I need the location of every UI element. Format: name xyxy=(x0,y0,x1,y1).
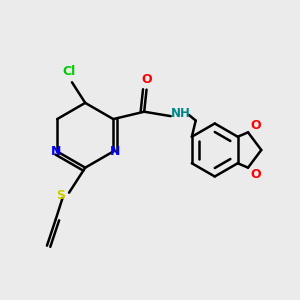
Text: O: O xyxy=(141,73,152,86)
Text: Cl: Cl xyxy=(62,65,76,79)
Text: O: O xyxy=(250,119,261,132)
Text: N: N xyxy=(110,145,120,158)
Text: O: O xyxy=(250,168,261,181)
Text: NH: NH xyxy=(171,107,191,120)
Text: S: S xyxy=(56,189,65,202)
Text: N: N xyxy=(50,145,61,158)
